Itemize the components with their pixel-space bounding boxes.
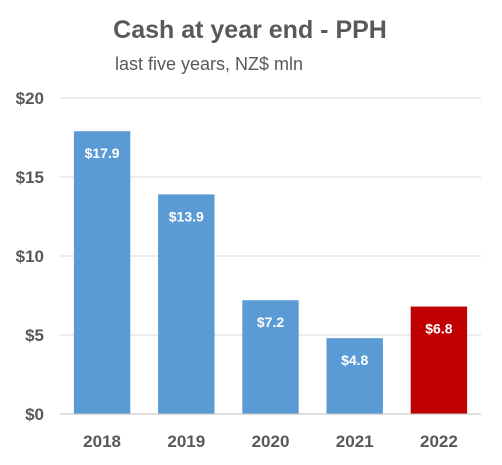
- data-label: $4.8: [341, 352, 368, 368]
- y-tick-label: $20: [16, 89, 44, 108]
- y-tick-label: $0: [25, 405, 44, 424]
- bar-2022: [410, 306, 468, 414]
- data-label: $7.2: [257, 314, 284, 330]
- y-tick-label: $10: [16, 247, 44, 266]
- x-tick-label: 2018: [83, 432, 121, 451]
- x-tick-label: 2020: [252, 432, 290, 451]
- data-label: $17.9: [85, 145, 120, 161]
- x-tick-label: 2019: [167, 432, 205, 451]
- x-tick-label: 2021: [336, 432, 374, 451]
- data-label: $13.9: [169, 208, 204, 224]
- data-label: $6.8: [425, 321, 452, 337]
- bar-2021: [326, 338, 383, 414]
- chart-title: Cash at year end - PPH: [113, 16, 387, 44]
- bar-2018: [73, 131, 131, 414]
- bar-2020: [242, 300, 299, 414]
- y-tick-label: $5: [25, 326, 44, 345]
- y-axis-tick-labels: $0 $5 $10 $15 $20: [16, 89, 44, 424]
- data-labels: $17.9 $13.9 $7.2 $4.8 $6.8: [85, 145, 453, 368]
- chart-subtitle: last five years, NZ$ mln: [115, 54, 303, 74]
- x-axis-tick-labels: 2018 2019 2020 2021 2022: [83, 432, 458, 451]
- bars: [73, 131, 468, 414]
- x-tick-label: 2022: [420, 432, 458, 451]
- y-tick-label: $15: [16, 168, 44, 187]
- bar-2019: [158, 194, 215, 414]
